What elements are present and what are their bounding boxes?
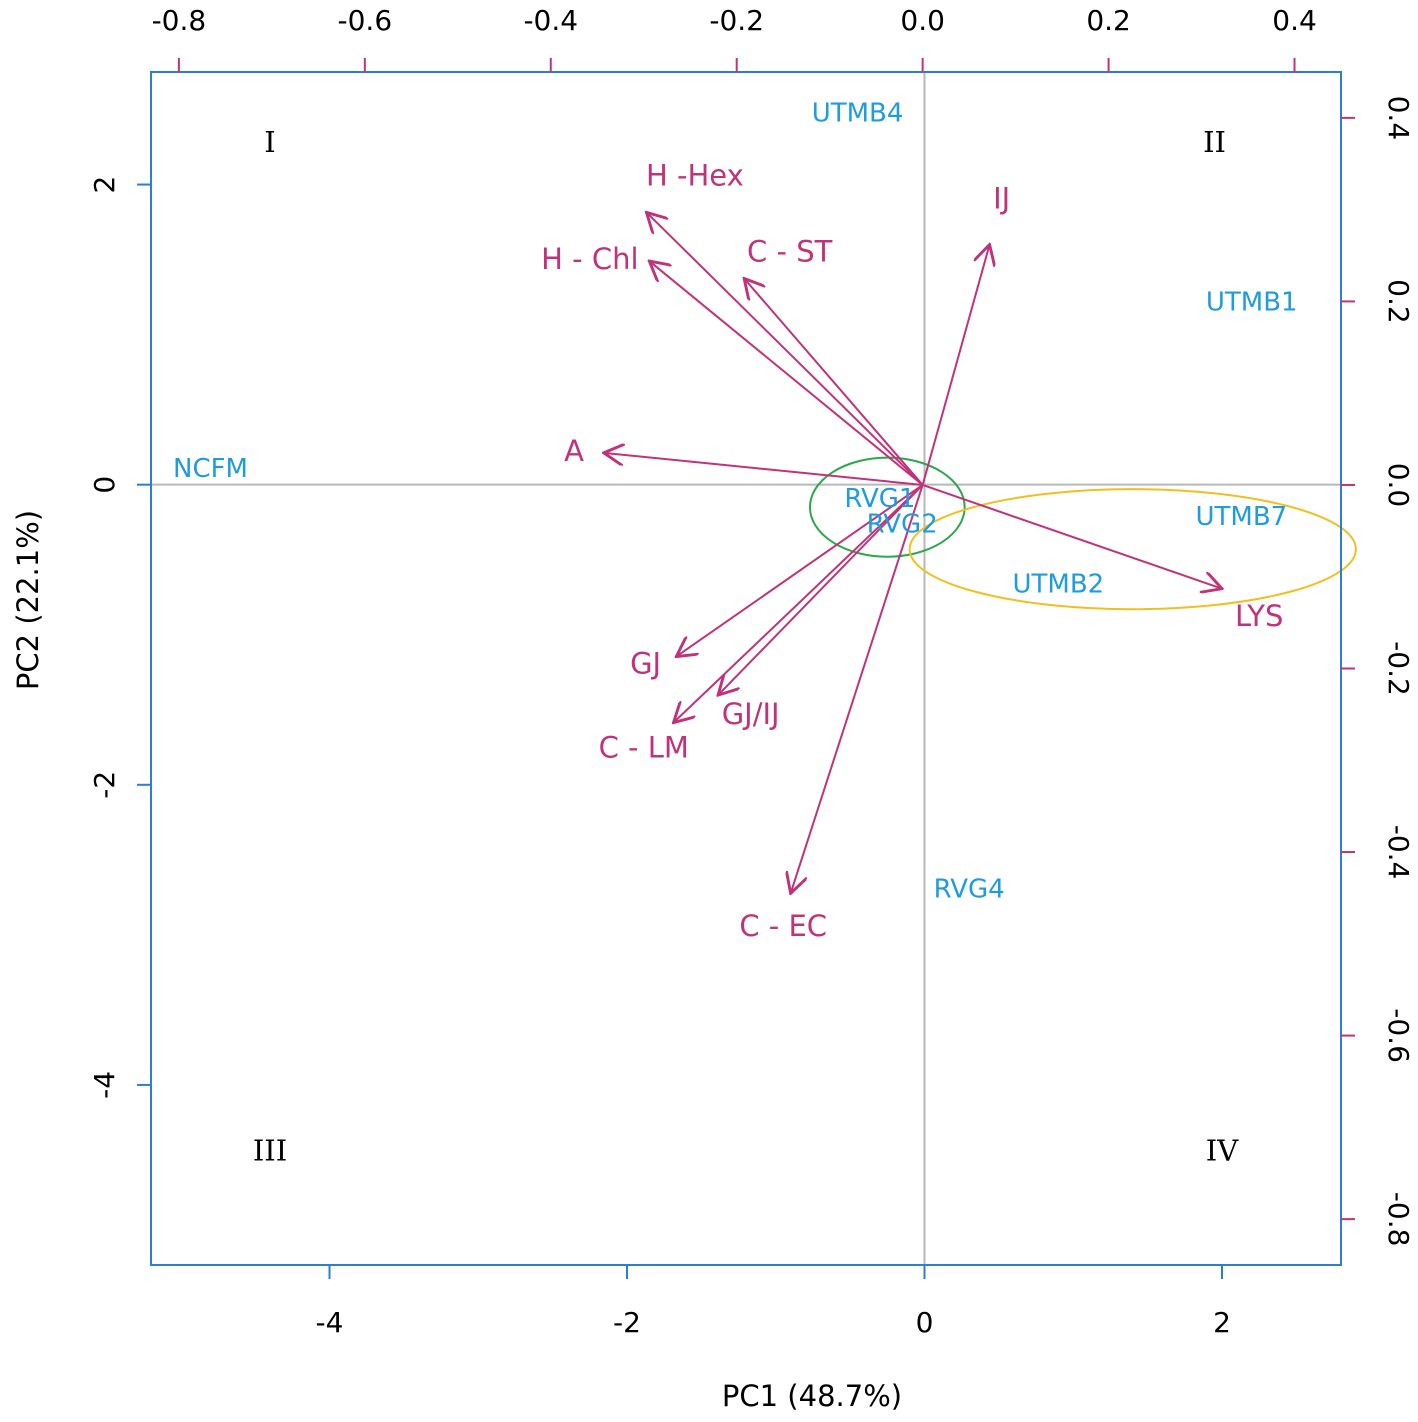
- arrow-c-st: [744, 278, 924, 486]
- arrow-a: [604, 453, 923, 486]
- arrow-h-chl: [649, 261, 924, 486]
- x2-tick-label: -0.2: [709, 4, 764, 37]
- right-axis: -0.8 -0.6 -0.4 -0.2 0.0 0.2 0.4: [1341, 96, 1415, 1247]
- left-axis: -4 -2 0 2: [88, 176, 151, 1099]
- x2-tick-label: 0.2: [1086, 4, 1131, 37]
- observation-label-utmb7: UTMB7: [1195, 502, 1287, 532]
- arrow-ij: [921, 245, 990, 486]
- arrow-h-hex: [647, 212, 924, 486]
- variable-label-lys: LYS: [1235, 599, 1283, 633]
- observation-label-utmb2: UTMB2: [1013, 570, 1105, 600]
- loading-arrows: [604, 212, 1222, 893]
- variable-labels: H -Hex H - Chl C - ST IJ A LYS GJ GJ/IJ C - LM C …: [541, 159, 1283, 944]
- y2-tick-label: 0.2: [1382, 279, 1415, 324]
- x-axis-title: PC1 (48.7%): [722, 1379, 902, 1413]
- y2-tick-label: 0.0: [1382, 463, 1415, 508]
- y2-tick-label: 0.4: [1382, 96, 1415, 141]
- y-axis-title: PC2 (22.1%): [11, 510, 45, 690]
- y2-tick-label: -0.4: [1382, 825, 1415, 880]
- y2-tick-label: -0.2: [1382, 641, 1415, 696]
- y2-tick-label: -0.6: [1382, 1008, 1415, 1063]
- bottom-axis: -4 -2 0 2: [316, 1265, 1231, 1339]
- arrow-gj-ij: [718, 484, 924, 695]
- x-tick-label: 2: [1213, 1306, 1231, 1339]
- plot-frame: [150, 71, 1342, 1266]
- observation-label-rvg2: RVG2: [867, 510, 938, 540]
- ellipse-yellow: [908, 488, 1357, 611]
- x2-tick-label: 0.0: [900, 4, 945, 37]
- variable-label-gj-ij: GJ/IJ: [722, 697, 780, 731]
- ellipse-green: [808, 456, 966, 558]
- quadrant-label-iv: IV: [1206, 1133, 1239, 1167]
- x2-tick-label: -0.6: [338, 4, 393, 37]
- variable-label-h-chl: H - Chl: [541, 242, 638, 276]
- y-tick-label: -2: [88, 771, 121, 799]
- reference-lines: [151, 72, 1341, 1265]
- top-axis: -0.8 -0.6 -0.4 -0.2 0.0 0.2 0.4: [152, 4, 1317, 72]
- observation-label-ncfm: NCFM: [173, 454, 248, 484]
- observation-label-utmb4: UTMB4: [812, 99, 904, 129]
- variable-label-a: A: [564, 434, 584, 468]
- arrow-c-ec: [791, 484, 924, 893]
- arrow-gj: [676, 484, 924, 657]
- arrow-c-lm: [673, 484, 924, 723]
- quadrant-label-iii: III: [253, 1133, 287, 1167]
- quadrant-label-ii: II: [1203, 125, 1226, 159]
- x2-tick-label: -0.4: [523, 4, 578, 37]
- x-tick-label: -4: [316, 1306, 344, 1339]
- y-tick-label: 0: [88, 476, 121, 494]
- variable-label-ij: IJ: [993, 181, 1010, 215]
- x-tick-label: -2: [613, 1306, 641, 1339]
- observation-label-rvg1: RVG1: [844, 484, 915, 514]
- variable-label-h-hex: H -Hex: [646, 159, 744, 193]
- y-tick-label: -4: [88, 1071, 121, 1099]
- variable-label-c-lm: C - LM: [599, 730, 689, 764]
- x2-tick-label: -0.8: [152, 4, 207, 37]
- y2-tick-label: -0.8: [1382, 1192, 1415, 1247]
- variable-label-gj: GJ: [630, 647, 661, 681]
- quadrant-label-i: I: [264, 125, 275, 159]
- observation-label-utmb1: UTMB1: [1206, 288, 1298, 318]
- arrow-lys: [922, 484, 1222, 589]
- ellipses: [808, 456, 1357, 611]
- observation-label-rvg4: RVG4: [934, 874, 1005, 904]
- y-tick-label: 2: [88, 176, 121, 194]
- variable-label-c-st: C - ST: [747, 235, 833, 269]
- x-tick-label: 0: [916, 1306, 934, 1339]
- variable-label-c-ec: C - EC: [739, 909, 827, 943]
- x2-tick-label: 0.4: [1272, 4, 1317, 37]
